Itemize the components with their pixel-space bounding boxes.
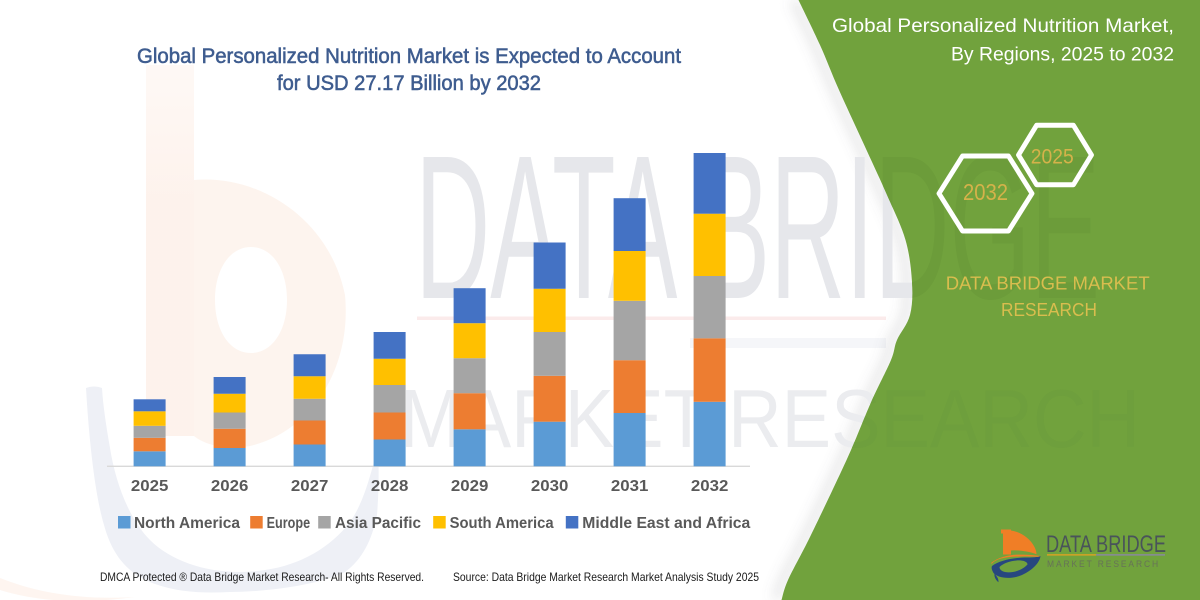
- svg-text:By Regions, 2025 to 2032: By Regions, 2025 to 2032: [951, 44, 1174, 66]
- svg-text:DATA BRIDGE: DATA BRIDGE: [1046, 531, 1166, 558]
- svg-text:2031: 2031: [611, 478, 649, 495]
- svg-text:North America: North America: [134, 515, 240, 532]
- svg-text:2030: 2030: [531, 478, 569, 495]
- svg-text:for USD 27.17 Billion by 2032: for USD 27.17 Billion by 2032: [277, 71, 541, 95]
- svg-text:DATA BRIDGE MARKET: DATA BRIDGE MARKET: [946, 273, 1150, 294]
- svg-text:2032: 2032: [963, 179, 1008, 205]
- svg-text:Middle East and Africa: Middle East and Africa: [582, 515, 750, 532]
- svg-text:Europe: Europe: [267, 515, 311, 532]
- svg-text:2029: 2029: [451, 478, 489, 495]
- svg-text:RESEARCH: RESEARCH: [1001, 299, 1097, 320]
- svg-text:Global Personalized Nutrition: Global Personalized Nutrition Market is …: [137, 44, 681, 68]
- svg-text:DATA BRIDGE: DATA BRIDGE: [415, 113, 1100, 342]
- svg-text:DMCA Protected ® Data Bridge M: DMCA Protected ® Data Bridge Market Rese…: [100, 570, 424, 584]
- svg-text:Source: Data Bridge Market Res: Source: Data Bridge Market Research Mark…: [453, 570, 759, 584]
- svg-text:2026: 2026: [211, 478, 249, 495]
- svg-text:2025: 2025: [1031, 146, 1074, 169]
- svg-text:Global Personalized Nutrition: Global Personalized Nutrition Market,: [832, 15, 1174, 37]
- svg-text:Asia Pacific: Asia Pacific: [335, 515, 421, 532]
- svg-text:2032: 2032: [691, 478, 729, 495]
- svg-text:South America: South America: [450, 515, 554, 532]
- svg-text:2027: 2027: [291, 478, 329, 495]
- svg-text:MARKET RESEARCH: MARKET RESEARCH: [1047, 559, 1160, 569]
- svg-text:2028: 2028: [371, 478, 409, 495]
- svg-text:2025: 2025: [131, 478, 169, 495]
